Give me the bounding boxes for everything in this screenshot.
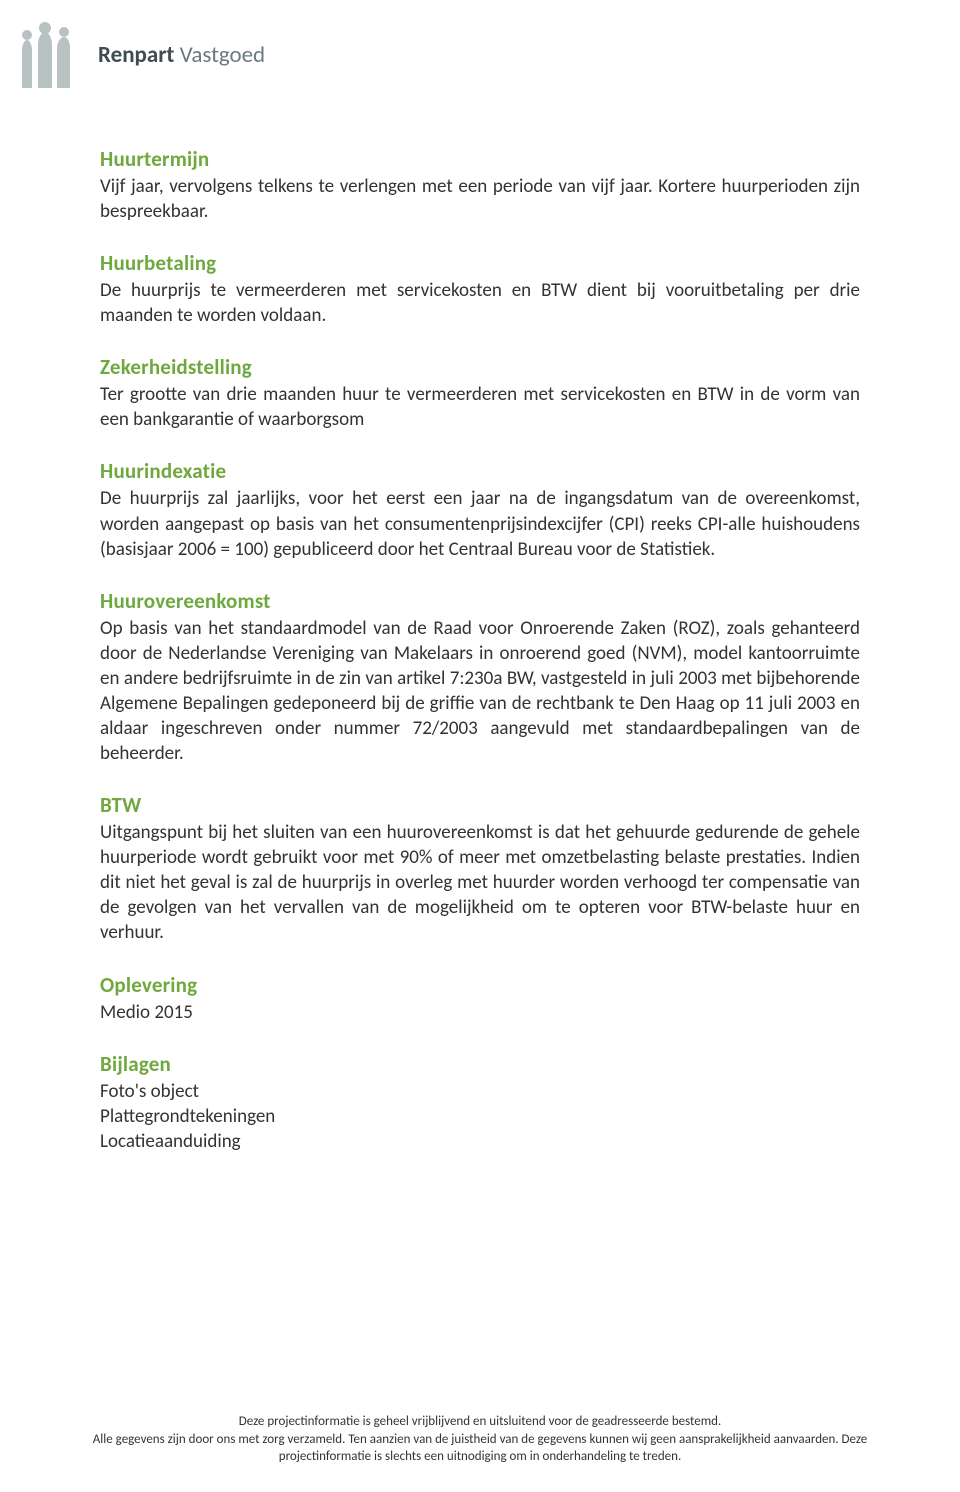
section-title: Zekerheidstelling: [100, 354, 860, 380]
section-huurtermijn: Huurtermijn Vijf jaar, vervolgens telken…: [100, 146, 860, 224]
brand-light: Vastgoed: [174, 41, 265, 69]
section-body: Uitgangspunt bij het sluiten van een huu…: [100, 820, 860, 945]
section-body: Op basis van het standaardmodel van de R…: [100, 616, 860, 766]
section-title: Oplevering: [100, 972, 860, 998]
section-title: Huurovereenkomst: [100, 588, 860, 614]
section-oplevering: Oplevering Medio 2015: [100, 972, 860, 1025]
section-line: Medio 2015: [100, 1000, 860, 1025]
people-silhouette-icon: [10, 20, 80, 90]
section-body: De huurprijs zal jaarlijks, voor het eer…: [100, 486, 860, 561]
section-huurovereenkomst: Huurovereenkomst Op basis van het standa…: [100, 588, 860, 766]
footer-disclaimer: Deze projectinformatie is geheel vrijbli…: [0, 1413, 960, 1466]
section-line: Locatieaanduiding: [100, 1129, 860, 1154]
header: Renpart Vastgoed: [10, 20, 860, 90]
footer-line2: Alle gegevens zijn door ons met zorg ver…: [80, 1431, 880, 1466]
brand-bold: Renpart: [98, 41, 174, 69]
section-title: Huurtermijn: [100, 146, 860, 172]
section-bijlagen: Bijlagen Foto's object Plattegrondtekeni…: [100, 1051, 860, 1154]
section-huurbetaling: Huurbetaling De huurprijs te vermeerdere…: [100, 250, 860, 328]
section-zekerheidstelling: Zekerheidstelling Ter grootte van drie m…: [100, 354, 860, 432]
section-body: Vijf jaar, vervolgens telkens te verleng…: [100, 174, 860, 224]
section-huurindexatie: Huurindexatie De huurprijs zal jaarlijks…: [100, 458, 860, 561]
section-line: Foto's object: [100, 1079, 860, 1104]
brand-name: Renpart Vastgoed: [98, 41, 265, 69]
document-page: Renpart Vastgoed Huurtermijn Vijf jaar, …: [0, 0, 960, 1154]
section-title: Huurbetaling: [100, 250, 860, 276]
section-line: Plattegrondtekeningen: [100, 1104, 860, 1129]
section-body: De huurprijs te vermeerderen met service…: [100, 278, 860, 328]
section-title: Bijlagen: [100, 1051, 860, 1077]
section-body: Ter grootte van drie maanden huur te ver…: [100, 382, 860, 432]
section-title: BTW: [100, 792, 860, 818]
section-btw: BTW Uitgangspunt bij het sluiten van een…: [100, 792, 860, 945]
footer-line1: Deze projectinformatie is geheel vrijbli…: [80, 1413, 880, 1431]
section-title: Huurindexatie: [100, 458, 860, 484]
